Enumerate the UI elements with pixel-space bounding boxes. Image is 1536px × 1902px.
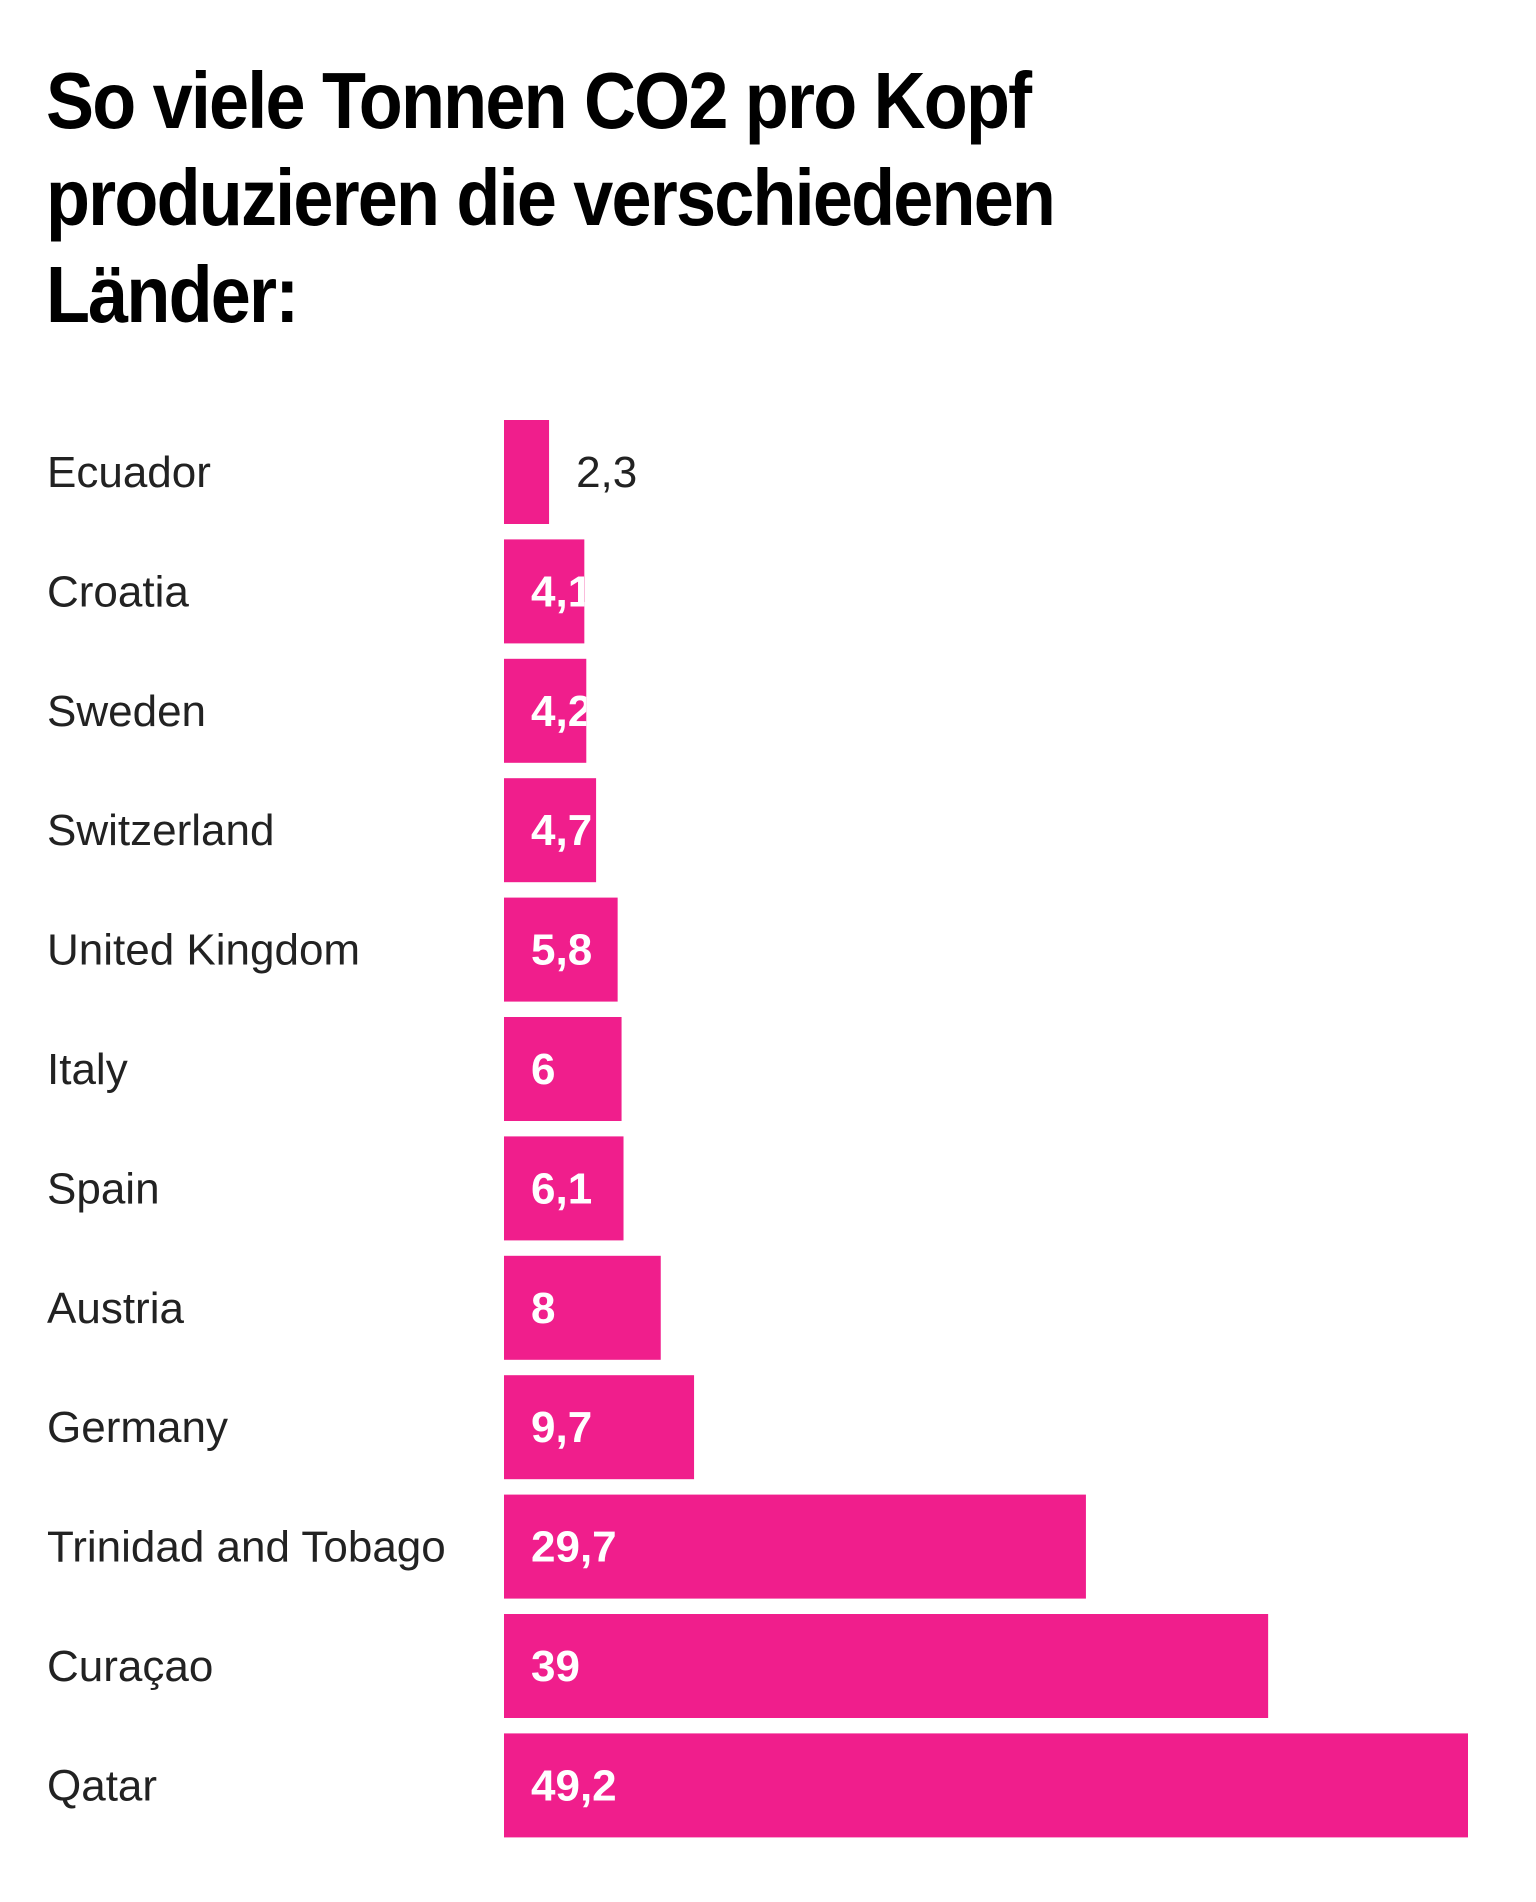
bar: [504, 420, 550, 524]
category-label: Qatar: [47, 1761, 157, 1810]
category-label: Trinidad and Tobago: [47, 1523, 446, 1572]
bar: [504, 1494, 1086, 1599]
category-label: Spain: [47, 1164, 160, 1213]
value-label: 4,7: [531, 806, 592, 855]
category-label: Curaçao: [47, 1642, 213, 1691]
bar: [504, 1614, 1269, 1718]
category-label: Switzerland: [47, 806, 274, 855]
value-label: 49,2: [531, 1761, 617, 1810]
value-label: 8: [531, 1284, 555, 1333]
bar: [504, 658, 587, 763]
category-label: Croatia: [47, 567, 189, 616]
value-label: 4,2: [531, 687, 592, 736]
category-label: Germany: [47, 1403, 228, 1452]
category-label: Sweden: [47, 687, 206, 736]
value-label: 4,1: [531, 567, 592, 616]
category-label: Italy: [47, 1045, 128, 1094]
value-label: 39: [531, 1642, 580, 1691]
value-label: 2,3: [576, 448, 637, 497]
value-label: 5,8: [531, 926, 592, 975]
bar: [504, 778, 597, 883]
value-label: 29,7: [531, 1523, 617, 1572]
category-label: Ecuador: [47, 448, 211, 497]
bar: [504, 1136, 624, 1241]
bar: [504, 539, 585, 644]
value-label: 9,7: [531, 1403, 592, 1452]
chart-title: So viele Tonnen CO2 pro Kopf produzieren…: [46, 56, 1056, 339]
value-label: 6: [531, 1045, 555, 1094]
bar: [504, 897, 618, 1002]
bar: [504, 1255, 661, 1360]
bar: [504, 1375, 695, 1480]
category-label: United Kingdom: [47, 926, 360, 975]
category-label: Austria: [47, 1284, 184, 1333]
value-label: 6,1: [531, 1164, 592, 1213]
bar: [504, 1733, 1468, 1838]
bar: [504, 1017, 622, 1121]
